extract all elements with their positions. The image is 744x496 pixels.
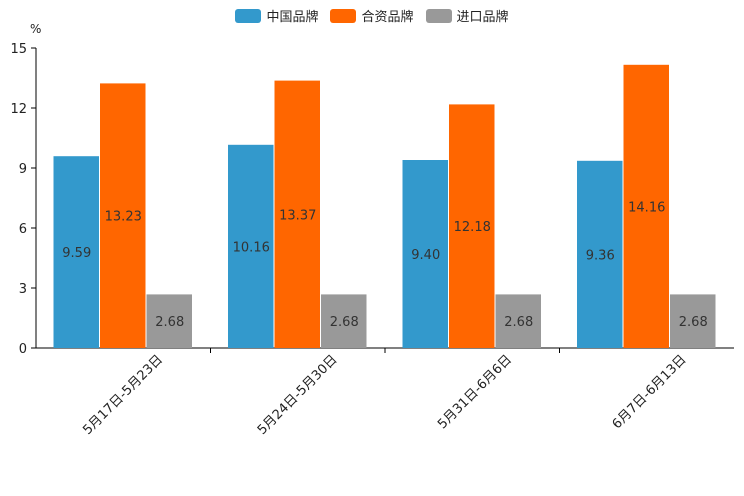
data-label: 13.37	[279, 208, 316, 223]
y-tick-label: 3	[19, 282, 27, 297]
legend-label-jv: 合资品牌	[361, 10, 414, 25]
x-tick-label: 5月17日-5月23日	[80, 352, 166, 438]
bar	[274, 80, 320, 348]
y-tick-label: 12	[10, 102, 27, 117]
x-tick-label: 5月31日-6月6日	[435, 352, 515, 432]
bar	[100, 83, 146, 349]
legend-item-jv[interactable]: 合资品牌	[330, 6, 414, 25]
data-label: 9.36	[586, 248, 615, 263]
y-tick-label: 6	[19, 222, 27, 237]
data-label: 2.68	[330, 315, 359, 330]
bar	[146, 294, 192, 348]
bar	[402, 160, 448, 348]
legend-swatch-jv	[330, 8, 357, 23]
data-label: 14.16	[628, 200, 665, 215]
data-label: 2.68	[679, 315, 708, 330]
data-label: 10.16	[233, 240, 270, 255]
y-axis-unit: %	[30, 22, 42, 36]
y-tick-label: 0	[19, 342, 27, 357]
data-label: 12.18	[454, 220, 491, 235]
data-label: 2.68	[504, 315, 533, 330]
bar	[495, 294, 541, 348]
bar	[321, 294, 367, 348]
bar	[228, 144, 274, 348]
y-tick-label: 15	[10, 42, 27, 57]
legend: 中国品牌 合资品牌 进口品牌	[0, 6, 744, 25]
data-label: 13.23	[105, 210, 142, 225]
data-label: 2.68	[155, 315, 184, 330]
y-tick-label: 9	[19, 162, 27, 177]
data-label: 9.40	[411, 248, 440, 263]
legend-item-china[interactable]: 中国品牌	[235, 6, 318, 25]
bar	[53, 156, 99, 348]
legend-item-import[interactable]: 进口品牌	[425, 6, 509, 25]
legend-swatch-china	[235, 8, 262, 23]
bar	[577, 160, 623, 348]
x-tick-label: 6月7日-6月13日	[610, 352, 690, 432]
legend-label-import: 进口品牌	[456, 10, 509, 25]
x-tick-label: 5月24日-5月30日	[255, 352, 341, 438]
legend-label-china: 中国品牌	[266, 10, 319, 25]
bar	[670, 294, 716, 348]
legend-swatch-import	[425, 8, 452, 23]
bar	[623, 64, 669, 349]
data-label: 9.59	[62, 246, 91, 261]
bar	[449, 104, 495, 349]
